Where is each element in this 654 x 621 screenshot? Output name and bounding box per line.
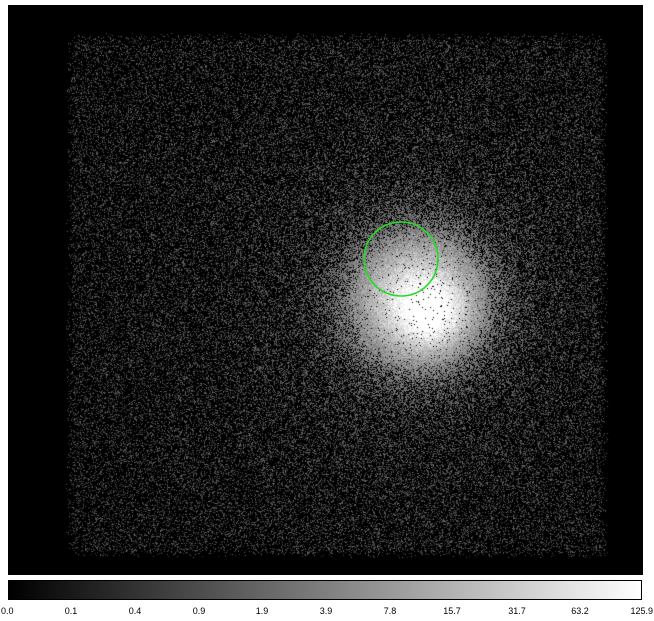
colorbar-tick-label: 0.9 (192, 606, 206, 616)
colorbar-tick-label: 7.8 (383, 606, 397, 616)
colorbar-tick-label: 125.9 (630, 606, 653, 616)
colorbar-tick-label: 1.9 (255, 606, 269, 616)
colorbar-tick-label: 0.0 (1, 606, 14, 616)
colorbar-tick-label: 3.9 (319, 606, 333, 616)
circle-region[interactable] (363, 221, 439, 297)
colorbar[interactable] (8, 580, 642, 600)
colorbar-tick-label: 0.1 (64, 606, 78, 616)
colorbar-tick-labels: 0.0 0.1 0.4 0.9 1.9 3.9 7.8 15.7 31.7 63… (0, 606, 654, 620)
region-overlay (363, 221, 439, 297)
colorbar-tick-label: 15.7 (443, 606, 461, 616)
colorbar-tick-label: 31.7 (508, 606, 526, 616)
colorbar-tick-label: 0.4 (128, 606, 142, 616)
colorbar-tick-label: 63.2 (571, 606, 589, 616)
image-display[interactable] (8, 5, 643, 575)
xray-image-canvas[interactable] (8, 5, 643, 575)
colorbar-gradient (9, 581, 641, 599)
